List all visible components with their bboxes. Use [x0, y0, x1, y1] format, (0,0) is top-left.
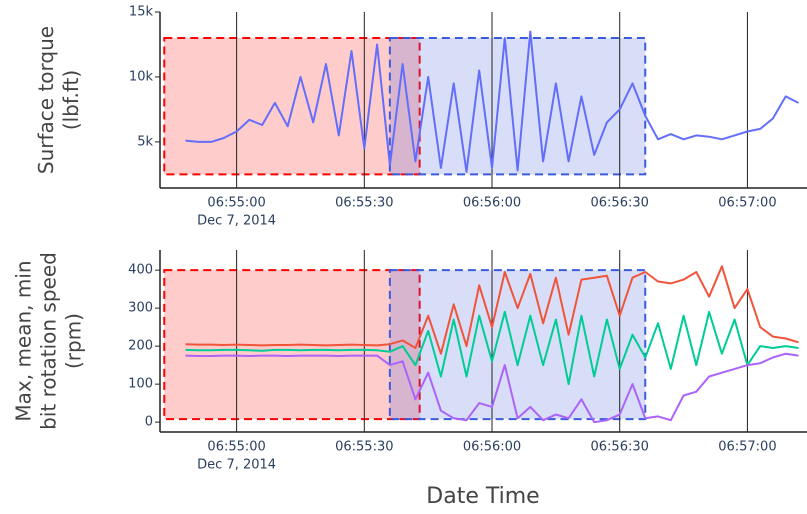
- x-tick-label: 06:55:00: [207, 196, 265, 211]
- y-axis-title: bit rotation speed: [37, 252, 61, 430]
- y-tick-label: 200: [128, 339, 153, 354]
- y-tick-label: 0: [145, 415, 153, 430]
- x-tick-label: 06:56:00: [463, 440, 521, 455]
- y-tick-label: 300: [128, 301, 153, 316]
- x-date-label: Dec 7, 2014: [197, 214, 276, 229]
- y-tick-label: 10k: [129, 69, 154, 84]
- data-line: [185, 30, 799, 173]
- data-line: [185, 265, 799, 355]
- x-tick-label: 06:57:00: [718, 440, 776, 455]
- x-tick-label: 06:56:30: [591, 196, 649, 211]
- y-tick-label: 5k: [137, 134, 153, 149]
- data-line: [185, 310, 799, 386]
- x-tick-label: 06:55:30: [335, 440, 393, 455]
- x-tick-label: 06:55:30: [335, 196, 393, 211]
- x-axis-title: Date Time: [426, 484, 539, 509]
- y-tick-label: 15k: [129, 5, 154, 20]
- y-axis-title: Max, mean, min: [12, 260, 36, 421]
- y-axis-title: Surface torque: [34, 26, 58, 174]
- y-axis-title: (lbf.ft): [59, 70, 83, 130]
- x-tick-label: 06:57:00: [718, 196, 776, 211]
- plot-area: [163, 12, 799, 188]
- highlight-box: [388, 269, 647, 421]
- x-date-label: Dec 7, 2014: [197, 458, 276, 473]
- x-tick-label: 06:55:00: [207, 440, 265, 455]
- plot-area: [163, 250, 799, 432]
- highlight-box: [388, 36, 647, 176]
- x-tick-label: 06:56:30: [591, 440, 649, 455]
- data-line: [185, 352, 799, 424]
- x-tick-label: 06:56:00: [463, 196, 521, 211]
- y-axis-title: (rpm): [62, 313, 86, 369]
- y-tick-label: 400: [128, 263, 153, 278]
- y-tick-label: 100: [128, 377, 153, 392]
